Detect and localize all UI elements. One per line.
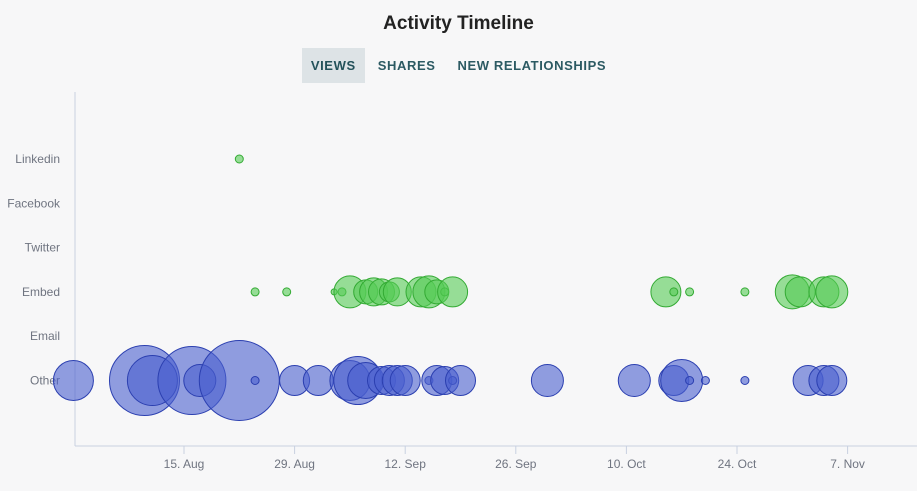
bubble-other[interactable] (198, 340, 280, 421)
bubble-other[interactable] (660, 359, 704, 402)
x-tick-label: 26. Sep (495, 457, 537, 471)
bubble-other[interactable] (816, 365, 848, 396)
bubble-embed[interactable] (815, 275, 849, 309)
bubble-other[interactable] (250, 376, 260, 385)
x-tick-label: 12. Sep (385, 457, 427, 471)
x-tick-label: 7. Nov (830, 457, 865, 471)
tab-bar: VIEWS SHARES NEW RELATIONSHIPS (0, 48, 917, 83)
chart-title: Activity Timeline (383, 13, 534, 34)
x-tick-label: 10. Oct (607, 457, 646, 471)
y-tick-label: Email (30, 329, 60, 343)
bubble-other[interactable] (700, 376, 710, 385)
bubble-other[interactable] (530, 364, 564, 397)
tab-shares[interactable]: SHARES (377, 58, 436, 73)
bubble-embed[interactable] (250, 287, 260, 297)
bubble-embed[interactable] (740, 287, 750, 297)
y-tick-label: Twitter (25, 241, 60, 255)
bubble-embed[interactable] (437, 276, 469, 308)
bubble-linkedin[interactable] (234, 154, 244, 164)
bubble-other[interactable] (445, 365, 476, 396)
y-tick-label: Other (30, 374, 60, 388)
x-tick-label: 29. Aug (274, 457, 315, 471)
bubble-embed[interactable] (669, 287, 679, 297)
bubble-other[interactable] (685, 376, 695, 385)
x-tick-label: 15. Aug (164, 457, 205, 471)
y-axis-labels: Linkedin Facebook Twitter Embed Email Other (7, 152, 61, 388)
bubble-other[interactable] (52, 360, 94, 401)
bubble-embed[interactable] (282, 287, 292, 297)
bubble-other[interactable] (302, 365, 334, 396)
x-axis-labels: 15. Aug 29. Aug 12. Sep 26. Sep 10. Oct 24. O… (164, 457, 865, 471)
y-tick-label: Linkedin (15, 152, 60, 166)
bubble-embed[interactable] (685, 287, 695, 297)
y-tick-label: Embed (22, 285, 60, 299)
bubble-other[interactable] (740, 376, 750, 385)
bubble-embed[interactable] (650, 276, 682, 308)
tab-views[interactable]: VIEWS (301, 48, 365, 83)
bubble-layer (52, 154, 849, 421)
x-tick-label: 24. Oct (718, 457, 757, 471)
y-tick-label: Facebook (7, 196, 61, 210)
bubble-other[interactable] (617, 364, 651, 397)
bubble-other[interactable] (389, 365, 421, 396)
tab-new-relationships[interactable]: NEW RELATIONSHIPS (457, 58, 607, 73)
